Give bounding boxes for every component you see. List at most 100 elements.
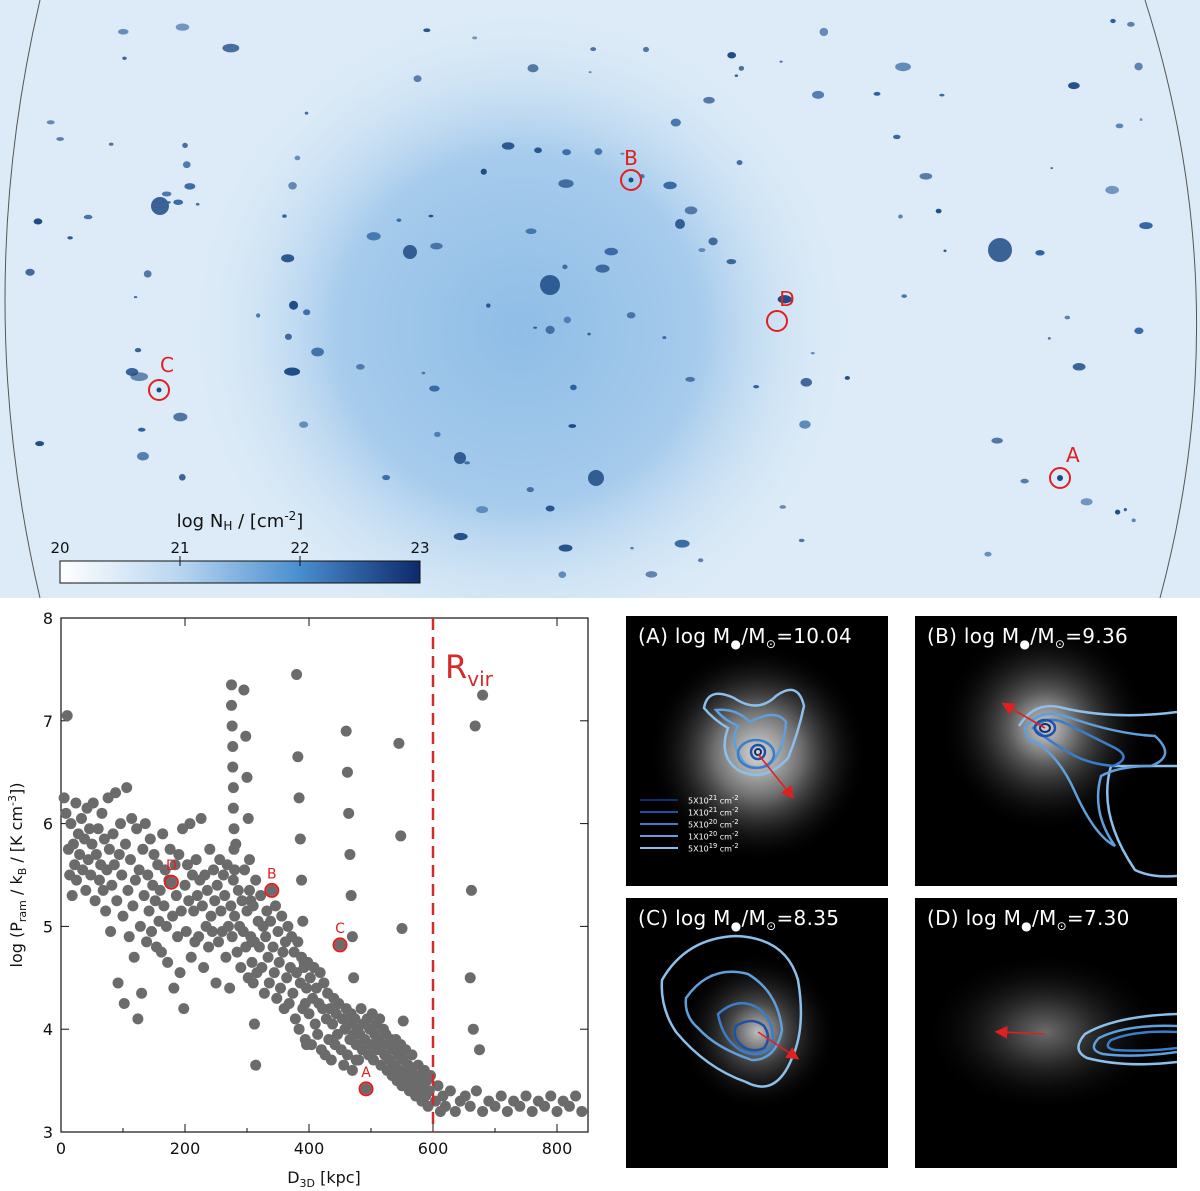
data-point bbox=[276, 910, 288, 922]
data-point bbox=[98, 833, 110, 845]
data-point bbox=[314, 967, 326, 979]
data-point bbox=[124, 854, 136, 866]
data-point bbox=[190, 854, 202, 866]
data-point bbox=[58, 792, 70, 804]
data-point bbox=[225, 900, 237, 912]
satellite-blob bbox=[501, 142, 515, 150]
satellite-blob bbox=[137, 427, 146, 432]
satellite-blob bbox=[423, 28, 431, 33]
data-point bbox=[185, 951, 197, 963]
data-point bbox=[219, 890, 231, 902]
data-point bbox=[241, 771, 253, 783]
satellite-blob bbox=[663, 181, 677, 190]
data-point bbox=[293, 792, 305, 804]
data-point bbox=[245, 895, 257, 907]
legend-label: 1X1020 cm-2 bbox=[688, 830, 739, 842]
marker-d[interactable]: D bbox=[766, 287, 795, 332]
data-point bbox=[191, 890, 203, 902]
data-point bbox=[470, 1085, 482, 1097]
data-point bbox=[111, 895, 123, 907]
data-point bbox=[292, 936, 304, 948]
satellite-blob bbox=[1072, 363, 1086, 371]
highlighted-point-label: A bbox=[361, 1065, 371, 1081]
data-point bbox=[246, 956, 258, 968]
satellite-blob bbox=[1123, 508, 1127, 512]
data-point bbox=[398, 1066, 410, 1078]
satellite-blob bbox=[675, 219, 685, 229]
satellite-blob bbox=[558, 544, 573, 552]
satellite-blob bbox=[1050, 167, 1053, 170]
satellite-blob bbox=[382, 474, 391, 481]
marker-b[interactable]: B bbox=[620, 146, 642, 191]
data-point bbox=[292, 751, 304, 763]
data-point bbox=[164, 843, 176, 855]
data-point bbox=[318, 977, 330, 989]
data-point bbox=[66, 890, 78, 902]
satellite-blob bbox=[133, 295, 138, 299]
highlighted-point-label: D bbox=[166, 858, 177, 874]
data-point bbox=[374, 1013, 386, 1025]
data-point bbox=[175, 905, 187, 917]
data-point bbox=[172, 931, 184, 943]
data-point bbox=[112, 977, 124, 989]
marker-a[interactable]: A bbox=[1049, 443, 1080, 489]
data-point bbox=[243, 884, 255, 896]
data-point bbox=[67, 838, 79, 850]
y-axis-label: log (Pram / kB / [K cm-3]) bbox=[6, 783, 29, 968]
virial-boundary-right bbox=[1144, 0, 1198, 598]
data-point bbox=[169, 859, 181, 871]
marker-c-label: C bbox=[160, 353, 174, 377]
data-point bbox=[208, 864, 220, 876]
satellite-blob bbox=[736, 159, 743, 166]
data-point bbox=[228, 823, 240, 835]
data-point bbox=[289, 1013, 301, 1025]
data-point bbox=[212, 936, 224, 948]
satellite-blob bbox=[895, 62, 911, 72]
data-point bbox=[227, 761, 239, 773]
panel-c-title: (C) log M●/M⊙=8.35 bbox=[638, 906, 840, 933]
data-point bbox=[226, 699, 237, 711]
data-point bbox=[395, 830, 407, 842]
data-point bbox=[271, 992, 283, 1004]
data-point bbox=[103, 843, 115, 855]
y-tick-label: 5 bbox=[43, 917, 53, 936]
data-point bbox=[459, 1090, 471, 1102]
data-point bbox=[235, 962, 247, 974]
satellite-blob bbox=[356, 363, 365, 370]
data-point bbox=[224, 982, 236, 994]
data-point bbox=[260, 931, 272, 943]
satellite-blob bbox=[480, 168, 487, 175]
data-point bbox=[293, 1023, 305, 1035]
data-point bbox=[143, 905, 155, 917]
panel-d-title: (D) log M●/M⊙=7.30 bbox=[927, 906, 1130, 933]
data-point bbox=[142, 869, 154, 881]
data-point bbox=[343, 807, 355, 819]
satellite-blob bbox=[83, 214, 93, 220]
satellite-blob bbox=[810, 352, 815, 355]
data-point bbox=[174, 967, 186, 979]
satellite-blob bbox=[753, 385, 760, 389]
data-point bbox=[501, 1105, 513, 1117]
data-point bbox=[258, 987, 270, 999]
panel-a-image bbox=[648, 644, 868, 864]
legend-label: 5X1019 cm-2 bbox=[688, 842, 739, 854]
satellite-blob bbox=[734, 74, 739, 77]
satellite-blob bbox=[35, 440, 45, 447]
data-point bbox=[179, 879, 191, 891]
satellite-blob bbox=[413, 75, 422, 83]
satellite-blob bbox=[134, 347, 142, 353]
data-point bbox=[178, 1003, 190, 1015]
marker-c[interactable]: C bbox=[148, 353, 174, 401]
data-point bbox=[263, 977, 275, 989]
data-point bbox=[240, 730, 252, 742]
data-point bbox=[268, 967, 280, 979]
galaxy-panel-b: (B) log M●/M⊙=9.36 bbox=[915, 616, 1177, 886]
data-point bbox=[80, 884, 92, 896]
satellite-blob bbox=[56, 137, 64, 141]
data-point bbox=[551, 1105, 563, 1117]
data-point bbox=[570, 1090, 582, 1102]
data-point bbox=[283, 998, 295, 1009]
satellite-blob bbox=[800, 377, 813, 387]
satellite-blob bbox=[161, 191, 172, 197]
data-point bbox=[168, 982, 180, 994]
